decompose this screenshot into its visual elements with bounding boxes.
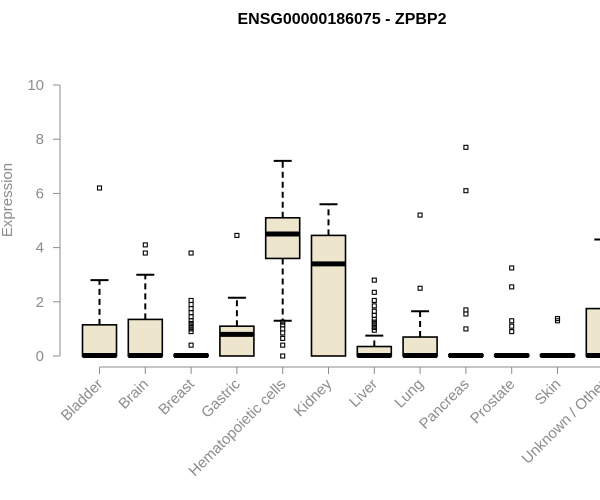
x-tick-label: Pancreas (416, 376, 473, 433)
box-unknown-other (585, 238, 600, 358)
outlier-point (96, 185, 103, 191)
y-tick-label: 2 (36, 294, 44, 311)
outlier-point (371, 289, 377, 295)
x-tick-label: Liver (346, 376, 381, 411)
outlier-point (371, 324, 377, 331)
outlier-point (188, 314, 194, 320)
outlier-point (463, 144, 469, 150)
outlier-point (280, 330, 286, 336)
outlier-point (188, 323, 194, 329)
iqr-box (219, 325, 255, 357)
box-brain (127, 242, 164, 358)
outlier-point (509, 318, 515, 324)
outlier-point (142, 242, 148, 248)
outlier-point (280, 335, 286, 341)
x-tick-label: Lung (391, 376, 427, 412)
y-axis: 0 2 4 6 8 10 (27, 77, 61, 365)
outlier-point (371, 277, 377, 283)
y-axis-label: Expression (0, 163, 16, 237)
x-tick-label: Prostate (467, 376, 519, 428)
outlier-point (417, 212, 423, 218)
y-tick-label: 6 (36, 185, 44, 202)
iqr-box (264, 216, 301, 260)
iqr-box (310, 234, 347, 357)
outlier-point (188, 297, 194, 303)
outlier-point (463, 307, 469, 313)
x-tick-label: Skin (532, 376, 565, 409)
box-skin (539, 316, 576, 358)
box-hematopoietic-cells (264, 159, 301, 359)
iqr-box (127, 318, 164, 357)
outlier-point (509, 265, 515, 271)
outlier-point (280, 326, 286, 332)
y-tick-label: 4 (36, 240, 44, 257)
outlier-point (371, 303, 377, 309)
outlier-point (463, 326, 469, 332)
box-series (81, 144, 600, 359)
box-prostate (493, 265, 530, 358)
box-liver (356, 277, 393, 358)
iqr-box (81, 324, 118, 357)
outlier-point (280, 319, 286, 325)
outlier-point (417, 285, 423, 291)
box-bladder (81, 185, 118, 358)
outlier-point (371, 308, 377, 314)
chart-title: ENSG00000186075 - ZPBP2 (237, 11, 446, 28)
y-tick-label: 8 (36, 131, 44, 148)
outlier-point (371, 316, 377, 322)
x-tick-label: Kidney (291, 375, 336, 420)
outlier-point (188, 326, 194, 332)
outlier-point (509, 329, 515, 335)
outlier-point (188, 342, 194, 348)
outlier-point (142, 250, 148, 256)
outlier-point (509, 323, 515, 329)
outlier-point (280, 342, 286, 348)
outlier-point (371, 319, 377, 325)
x-tick-label: Brain (115, 376, 152, 413)
box-gastric (219, 232, 255, 357)
x-tick-label: Bladder (58, 376, 107, 425)
outlier-point (188, 301, 194, 308)
outlier-point (280, 353, 286, 359)
outlier-point (188, 318, 194, 324)
y-tick-label: 0 (36, 348, 44, 365)
outlier-point (188, 320, 194, 327)
outlier-point (188, 329, 194, 335)
box-lung (402, 212, 438, 358)
iqr-box (585, 307, 600, 357)
outlier-point (188, 306, 194, 312)
x-tick-label: Gastric (198, 375, 244, 421)
x-tick-label: Breast (155, 375, 198, 418)
outlier-point (509, 284, 515, 290)
outlier-point (188, 310, 194, 316)
outlier-point (554, 316, 561, 322)
outlier-point (371, 322, 377, 328)
outlier-point (188, 250, 194, 256)
box-pancreas (448, 144, 484, 358)
outlier-point (371, 312, 377, 318)
outlier-point (463, 311, 469, 317)
outlier-point (280, 322, 286, 328)
outlier-point (371, 297, 377, 303)
outlier-point (234, 232, 240, 238)
y-tick-label: 10 (27, 77, 44, 94)
box-breast (173, 250, 209, 358)
outlier-point (463, 188, 469, 194)
box-kidney (310, 203, 347, 357)
outlier-point (371, 327, 377, 333)
